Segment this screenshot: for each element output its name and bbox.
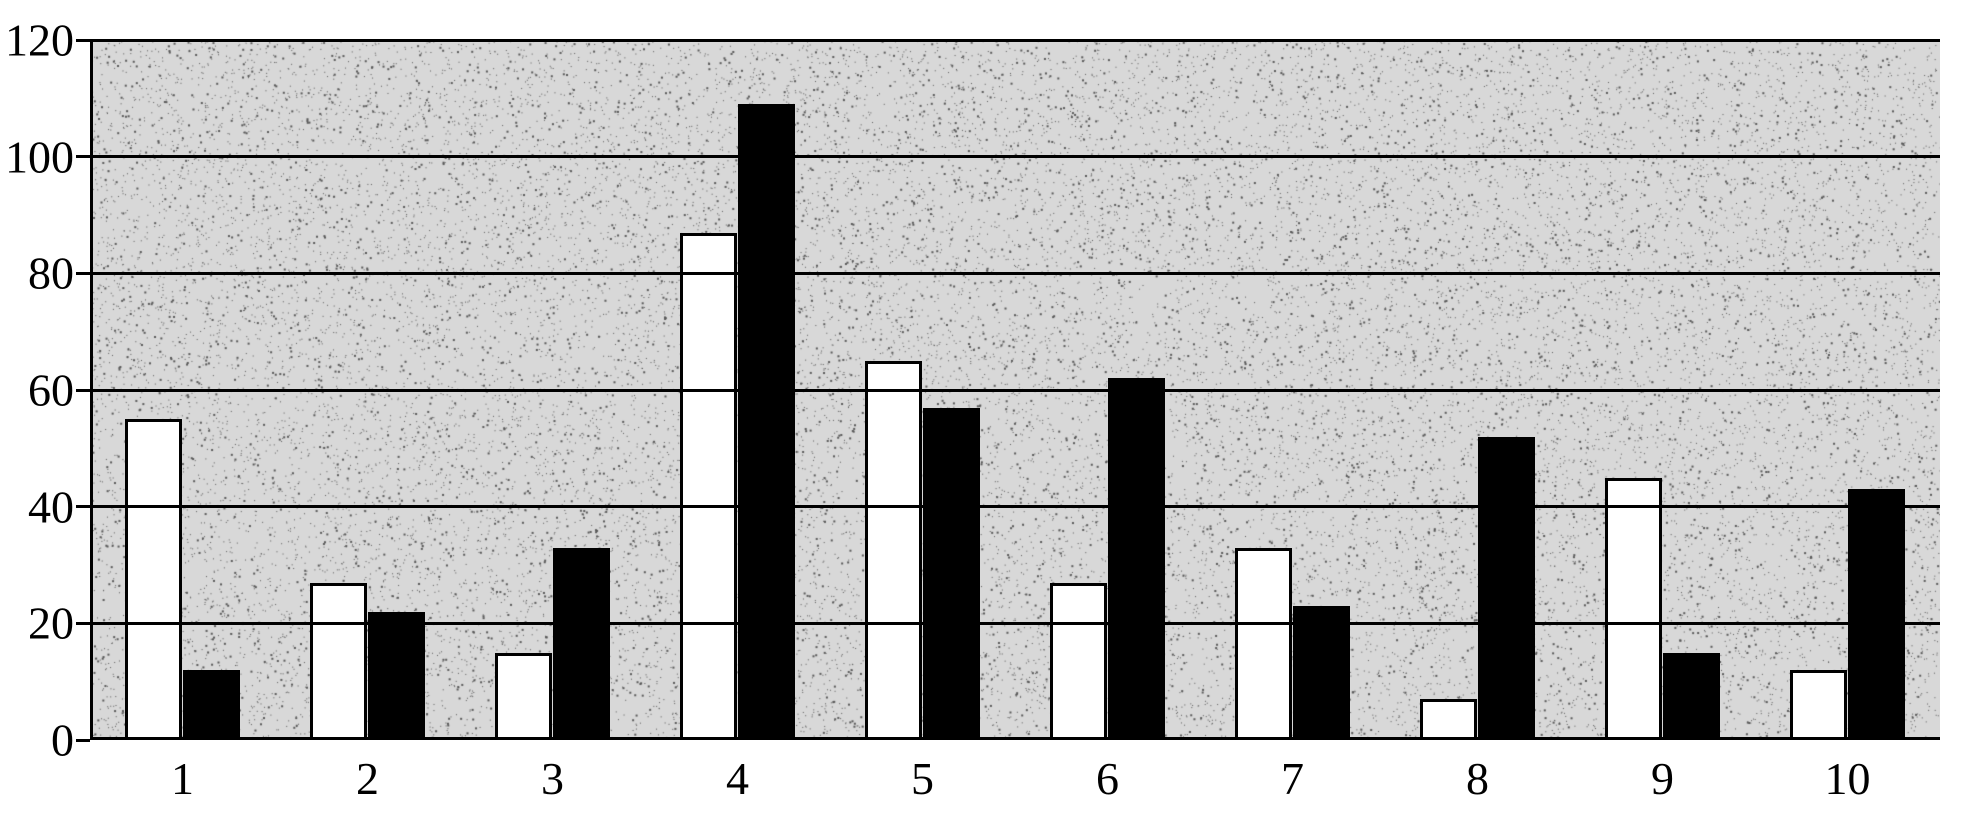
bar-series-b (1663, 653, 1720, 741)
bar-series-b (368, 612, 425, 740)
y-tick-label: 100 (5, 130, 74, 183)
y-tick-mark (76, 272, 90, 275)
bar-series-b (1848, 489, 1905, 740)
x-tick-label: 9 (1651, 752, 1674, 805)
x-tick-label: 1 (171, 752, 194, 805)
x-tick-label: 6 (1096, 752, 1119, 805)
y-tick-mark (76, 505, 90, 508)
y-tick-mark (76, 622, 90, 625)
bar-series-b (1478, 437, 1535, 740)
x-tick-label: 7 (1281, 752, 1304, 805)
gridline (90, 505, 1940, 508)
bar-series-a (1790, 670, 1847, 740)
y-tick-mark (76, 389, 90, 392)
gridline (90, 622, 1940, 625)
y-tick-mark (76, 155, 90, 158)
bar-series-a (865, 361, 922, 740)
x-tick-label: 4 (726, 752, 749, 805)
y-tick-label: 20 (28, 597, 74, 650)
x-tick-label: 3 (541, 752, 564, 805)
x-tick-label: 5 (911, 752, 934, 805)
y-tick-mark (76, 739, 90, 742)
bar-series-a (680, 233, 737, 741)
x-tick-label: 2 (356, 752, 379, 805)
bar-series-b (738, 104, 795, 740)
bar-series-a (310, 583, 367, 741)
gridline (90, 389, 1940, 392)
grouped-bar-chart: 0 20 40 60 80 100 120 1 2 3 4 5 6 7 8 9 10 (0, 0, 1968, 819)
y-tick-mark (76, 39, 90, 42)
bar-series-b (1108, 378, 1165, 740)
bar-series-a (1420, 699, 1477, 740)
gridline (90, 272, 1940, 275)
bar-series-b (183, 670, 240, 740)
bar-series-b (553, 548, 610, 741)
plot-area: 020406080100120 12345678910 (90, 40, 1940, 740)
y-tick-label: 0 (51, 714, 74, 767)
bar-series-a (1235, 548, 1292, 741)
bar-series-a (125, 419, 182, 740)
x-tick-label: 10 (1825, 752, 1871, 805)
bar-series-a (1050, 583, 1107, 741)
bar-series-b (923, 408, 980, 741)
x-tick-label: 8 (1466, 752, 1489, 805)
y-tick-label: 40 (28, 480, 74, 533)
gridline (90, 155, 1940, 158)
y-tick-label: 120 (5, 14, 74, 67)
y-tick-label: 80 (28, 247, 74, 300)
bar-series-a (495, 653, 552, 741)
y-tick-label: 60 (28, 364, 74, 417)
bar-series-b (1293, 606, 1350, 740)
gridline (90, 39, 1940, 42)
bar-series-a (1605, 478, 1662, 741)
